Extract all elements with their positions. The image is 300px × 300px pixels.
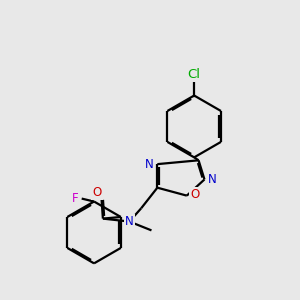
Text: O: O [92, 186, 102, 199]
Text: N: N [208, 173, 217, 186]
Text: F: F [72, 192, 78, 205]
Text: N: N [125, 215, 134, 228]
Text: Cl: Cl [188, 68, 201, 81]
Text: O: O [190, 188, 200, 201]
Text: N: N [145, 158, 154, 171]
